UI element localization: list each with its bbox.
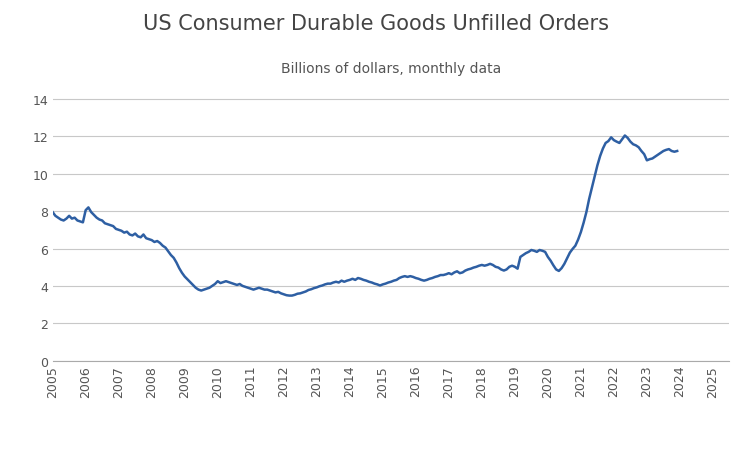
Text: US Consumer Durable Goods Unfilled Orders: US Consumer Durable Goods Unfilled Order… xyxy=(143,14,609,33)
Title: Billions of dollars, monthly data: Billions of dollars, monthly data xyxy=(281,62,501,76)
